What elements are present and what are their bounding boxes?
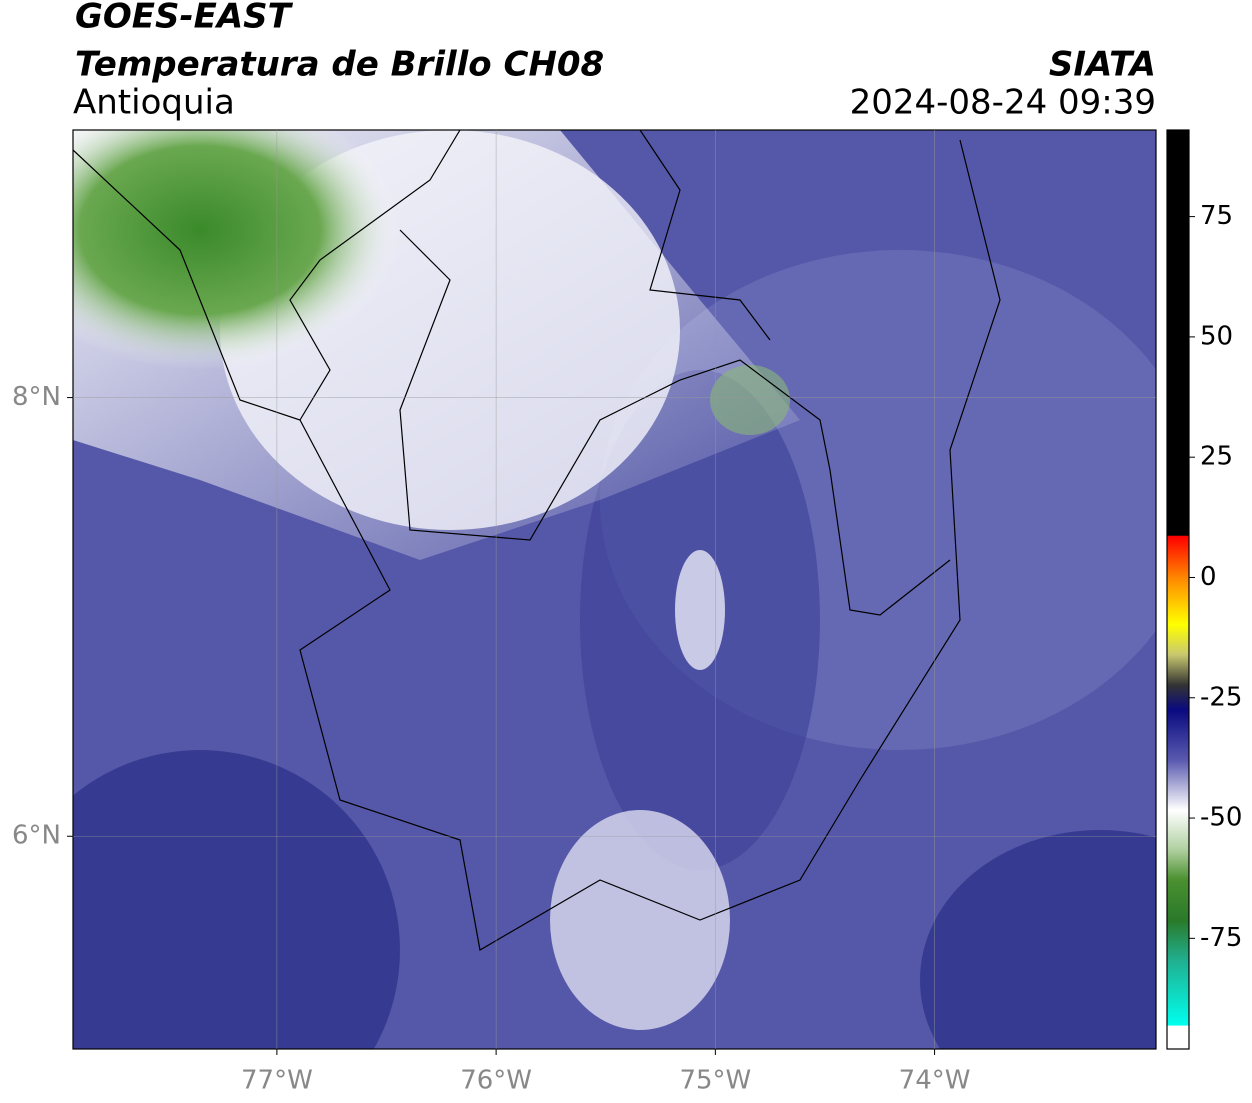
title: GOES-EAST bbox=[75, 0, 294, 37]
x-tick-label: 75°W bbox=[679, 1066, 751, 1096]
colorbar-tick-label: 75 bbox=[1200, 201, 1233, 231]
colorbar-tick-label: 50 bbox=[1200, 321, 1233, 351]
datetime: 2024-08-24 09:39 bbox=[850, 83, 1156, 123]
colorbar-tick-label: -25 bbox=[1200, 682, 1242, 712]
colorbar-tick-label: 0 bbox=[1200, 562, 1217, 592]
satellite-image bbox=[73, 130, 1156, 1049]
map-frame bbox=[72, 129, 1157, 1050]
y-tick-label: 8°N bbox=[12, 382, 61, 412]
region: Antioquia bbox=[73, 83, 235, 123]
x-tick-label: 77°W bbox=[241, 1066, 313, 1096]
colorbar bbox=[1166, 129, 1190, 1050]
colorbar-tick-label: -50 bbox=[1200, 803, 1242, 833]
x-tick-label: 74°W bbox=[899, 1066, 971, 1096]
colorbar-tick-label: -75 bbox=[1200, 923, 1242, 953]
x-tick-label: 76°W bbox=[460, 1066, 532, 1096]
source: SIATA bbox=[1049, 45, 1156, 85]
colorbar-tick-label: 25 bbox=[1200, 442, 1233, 472]
subtitle: Temperatura de Brillo CH08 bbox=[75, 45, 604, 85]
y-tick-label: 6°N bbox=[12, 821, 61, 851]
